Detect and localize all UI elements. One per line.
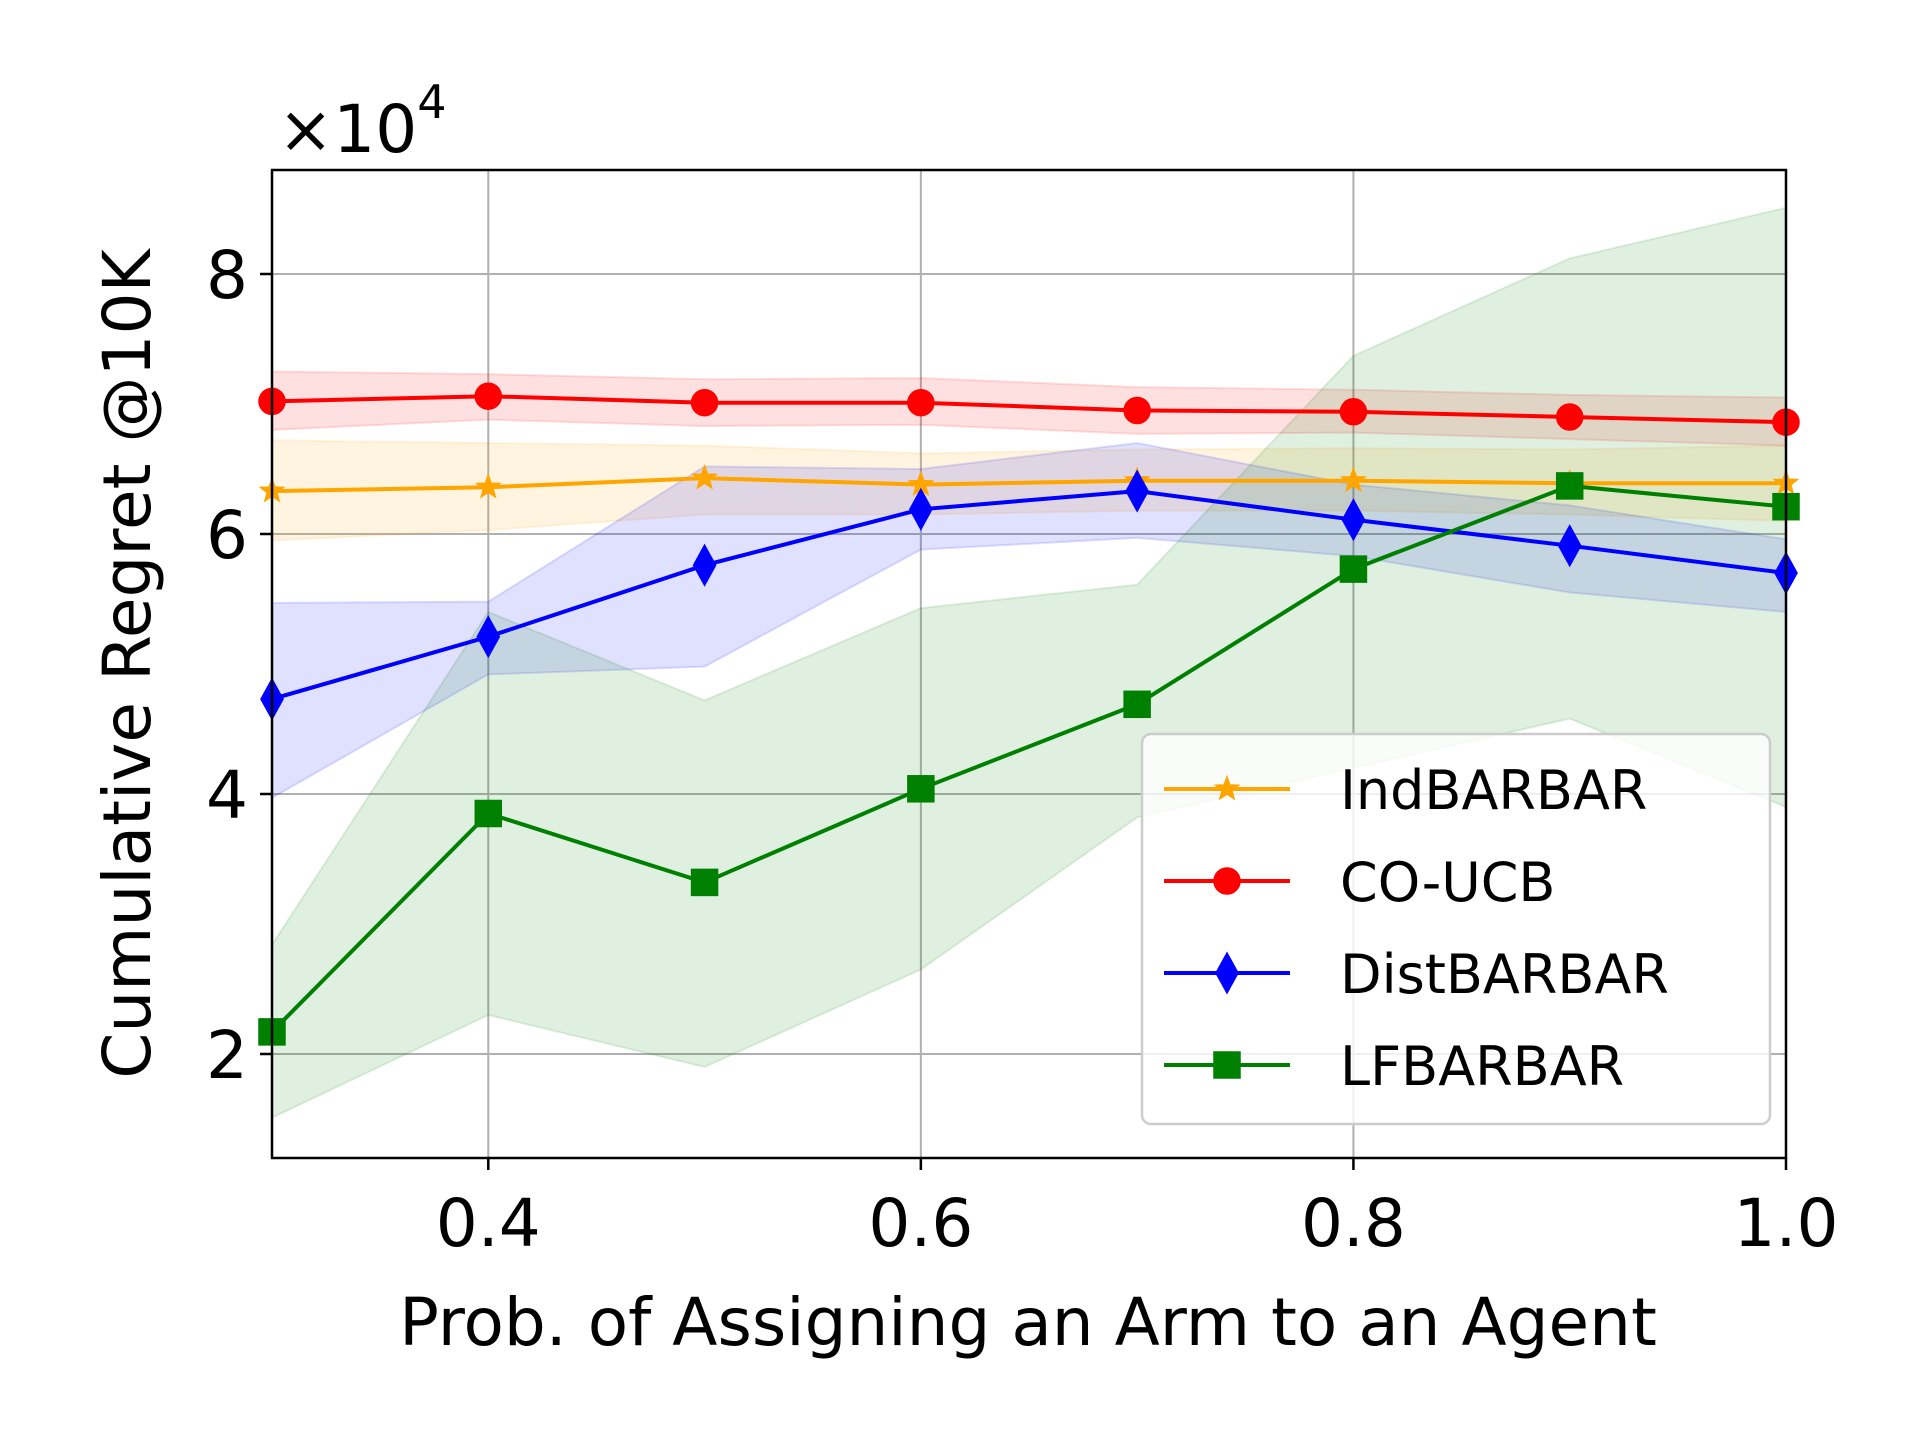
x-tick-label: 1.0 bbox=[1734, 1185, 1839, 1262]
distbarbar-line bbox=[271, 489, 1787, 702]
distbarbar-point bbox=[1341, 498, 1366, 542]
legend-label-indbarbar: IndBARBAR bbox=[1340, 759, 1647, 822]
legend: IndBARBAR CO-UCB DistBARBAR LFBARBAR bbox=[1140, 732, 1772, 1126]
indbarbar-line bbox=[271, 476, 1786, 494]
legend-marker-distbarbar bbox=[1215, 951, 1239, 995]
y-multiplier-base: ×10 bbox=[278, 91, 417, 168]
legend-box bbox=[1140, 732, 1772, 1126]
lfbarbar-line bbox=[270, 483, 1787, 1034]
x-tick-label: 0.8 bbox=[1301, 1185, 1406, 1262]
x-tick-label: 0.6 bbox=[868, 1185, 973, 1262]
y-axis-label: Cumulative Regret @10K bbox=[89, 248, 166, 1079]
plot-frame bbox=[270, 168, 1788, 1160]
legend-marker-indbarbar bbox=[1213, 774, 1241, 801]
legend-marker-lfbarbar bbox=[1213, 1051, 1241, 1079]
y-multiplier-exponent: 4 bbox=[417, 75, 446, 129]
co-ucb-line bbox=[271, 394, 1787, 425]
co-ucb-point bbox=[1555, 403, 1584, 431]
legend-label-distbarbar: DistBARBAR bbox=[1340, 943, 1669, 1006]
distbarbar-point bbox=[1557, 524, 1582, 568]
lfbarbar-point bbox=[907, 775, 935, 803]
legend-label-co-ucb: CO-UCB bbox=[1340, 851, 1555, 914]
y-tick-label: 2 bbox=[206, 1017, 248, 1094]
lfbarbar-point bbox=[690, 868, 719, 897]
axis-ticks: 0.4 0.6 0.8 1.0 2 4 6 8 bbox=[206, 237, 1838, 1262]
y-axis-multiplier: ×104 bbox=[278, 75, 447, 168]
x-axis-label: Prob. of Assigning an Arm to an Agent bbox=[399, 1284, 1657, 1361]
co-ucb-point bbox=[1123, 396, 1151, 425]
co-ucb-point bbox=[907, 388, 935, 417]
distbarbar-point bbox=[1125, 469, 1149, 513]
x-tick-label: 0.4 bbox=[436, 1185, 541, 1262]
lfbarbar-point bbox=[474, 799, 503, 828]
y-tick-label: 4 bbox=[206, 757, 248, 834]
indbarbar-point bbox=[691, 463, 719, 490]
series-markers bbox=[258, 382, 1800, 1046]
lfbarbar-point bbox=[1339, 555, 1368, 583]
distbarbar-point bbox=[909, 487, 933, 531]
y-tick-label: 8 bbox=[206, 237, 248, 314]
distbarbar-point bbox=[692, 543, 717, 587]
lfbarbar-point bbox=[1123, 690, 1151, 719]
legend-label-lfbarbar: LFBARBAR bbox=[1340, 1035, 1624, 1098]
indbarbar-point bbox=[1339, 466, 1367, 493]
legend-marker-co-ucb bbox=[1213, 867, 1241, 895]
distbarbar-point bbox=[476, 615, 501, 659]
co-ucb-point bbox=[474, 382, 503, 410]
lfbarbar-point bbox=[1555, 472, 1584, 500]
indbarbar-point bbox=[474, 473, 502, 499]
y-tick-label: 6 bbox=[206, 497, 248, 574]
co-ucb-point bbox=[690, 388, 719, 417]
series-lines bbox=[270, 394, 1787, 1034]
co-ucb-point bbox=[1339, 398, 1368, 426]
